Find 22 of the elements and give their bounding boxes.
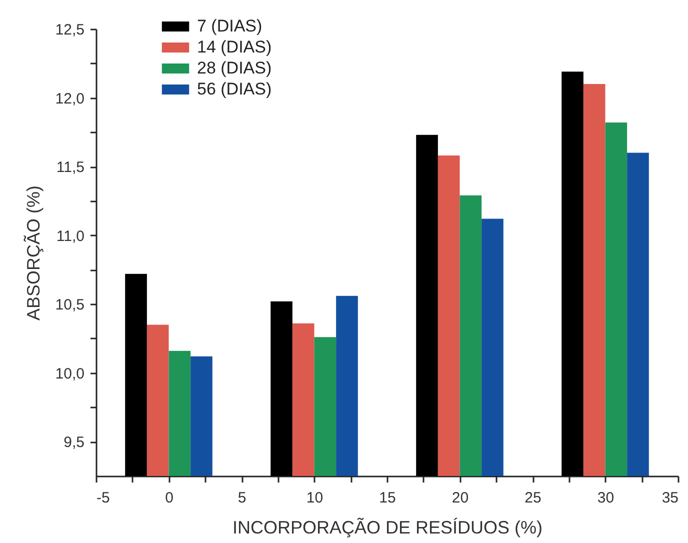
y-tick-label: 12,5 — [55, 22, 84, 38]
y-tick-label: 11,0 — [56, 228, 84, 245]
y-tick-label: 10,5 — [55, 296, 84, 314]
y-tick-label: 12,0 — [55, 90, 84, 108]
legend-label: 56 (DIAS) — [197, 80, 272, 98]
x-tick-label: 15 — [379, 490, 396, 506]
x-tick-label: 20 — [452, 490, 469, 506]
y-tick-label: 9,5 — [64, 434, 84, 452]
x-axis-title: INCORPORAÇÃO DE RESÍDUOS (%) — [232, 518, 543, 538]
x-tick-label: 5 — [238, 490, 246, 506]
x-tick-label: 10 — [306, 490, 324, 506]
x-tick-label: 25 — [524, 490, 542, 506]
x-tick-label: 35 — [662, 490, 678, 506]
x-tick-label: 30 — [597, 490, 614, 506]
legend-label: 14 (DIAS) — [197, 38, 272, 56]
legend-label: 28 (DIAS) — [197, 58, 272, 78]
y-axis-title: ABSORÇÃO (%) — [23, 185, 44, 321]
y-tick-label: 10,0 — [55, 365, 84, 382]
y-tick-label: 11,5 — [56, 159, 84, 176]
x-tick-label: 0 — [165, 490, 174, 506]
legend-label: 7 (DIAS) — [197, 16, 262, 36]
x-tick-label: -5 — [96, 490, 110, 506]
